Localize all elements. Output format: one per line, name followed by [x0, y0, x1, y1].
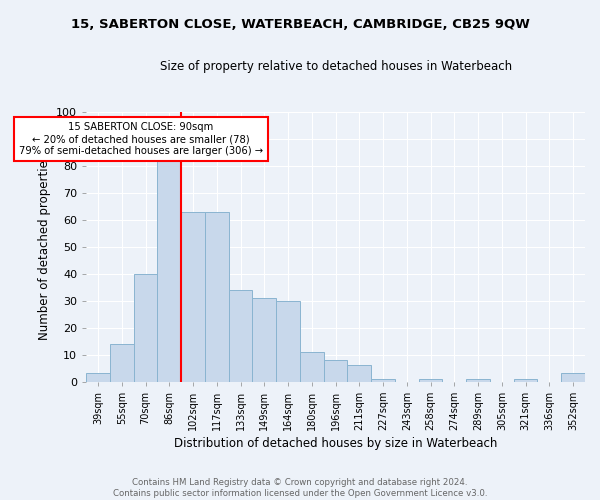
Y-axis label: Number of detached properties: Number of detached properties — [38, 154, 50, 340]
Text: 15 SABERTON CLOSE: 90sqm
← 20% of detached houses are smaller (78)
79% of semi-d: 15 SABERTON CLOSE: 90sqm ← 20% of detach… — [19, 122, 263, 156]
Bar — [157, 160, 181, 382]
Text: 15, SABERTON CLOSE, WATERBEACH, CAMBRIDGE, CB25 9QW: 15, SABERTON CLOSE, WATERBEACH, CAMBRIDG… — [71, 18, 529, 30]
Bar — [323, 360, 347, 382]
Bar — [205, 212, 229, 382]
Title: Size of property relative to detached houses in Waterbeach: Size of property relative to detached ho… — [160, 60, 512, 73]
Bar — [181, 212, 205, 382]
Bar — [514, 379, 538, 382]
Bar — [276, 300, 300, 382]
Bar — [253, 298, 276, 382]
Bar — [229, 290, 253, 382]
Bar — [110, 344, 134, 382]
Bar — [561, 374, 585, 382]
Bar — [466, 379, 490, 382]
Bar — [300, 352, 323, 382]
Text: Contains HM Land Registry data © Crown copyright and database right 2024.
Contai: Contains HM Land Registry data © Crown c… — [113, 478, 487, 498]
Bar — [134, 274, 157, 382]
X-axis label: Distribution of detached houses by size in Waterbeach: Distribution of detached houses by size … — [174, 437, 497, 450]
Bar — [347, 366, 371, 382]
Bar — [86, 374, 110, 382]
Bar — [371, 379, 395, 382]
Bar — [419, 379, 442, 382]
